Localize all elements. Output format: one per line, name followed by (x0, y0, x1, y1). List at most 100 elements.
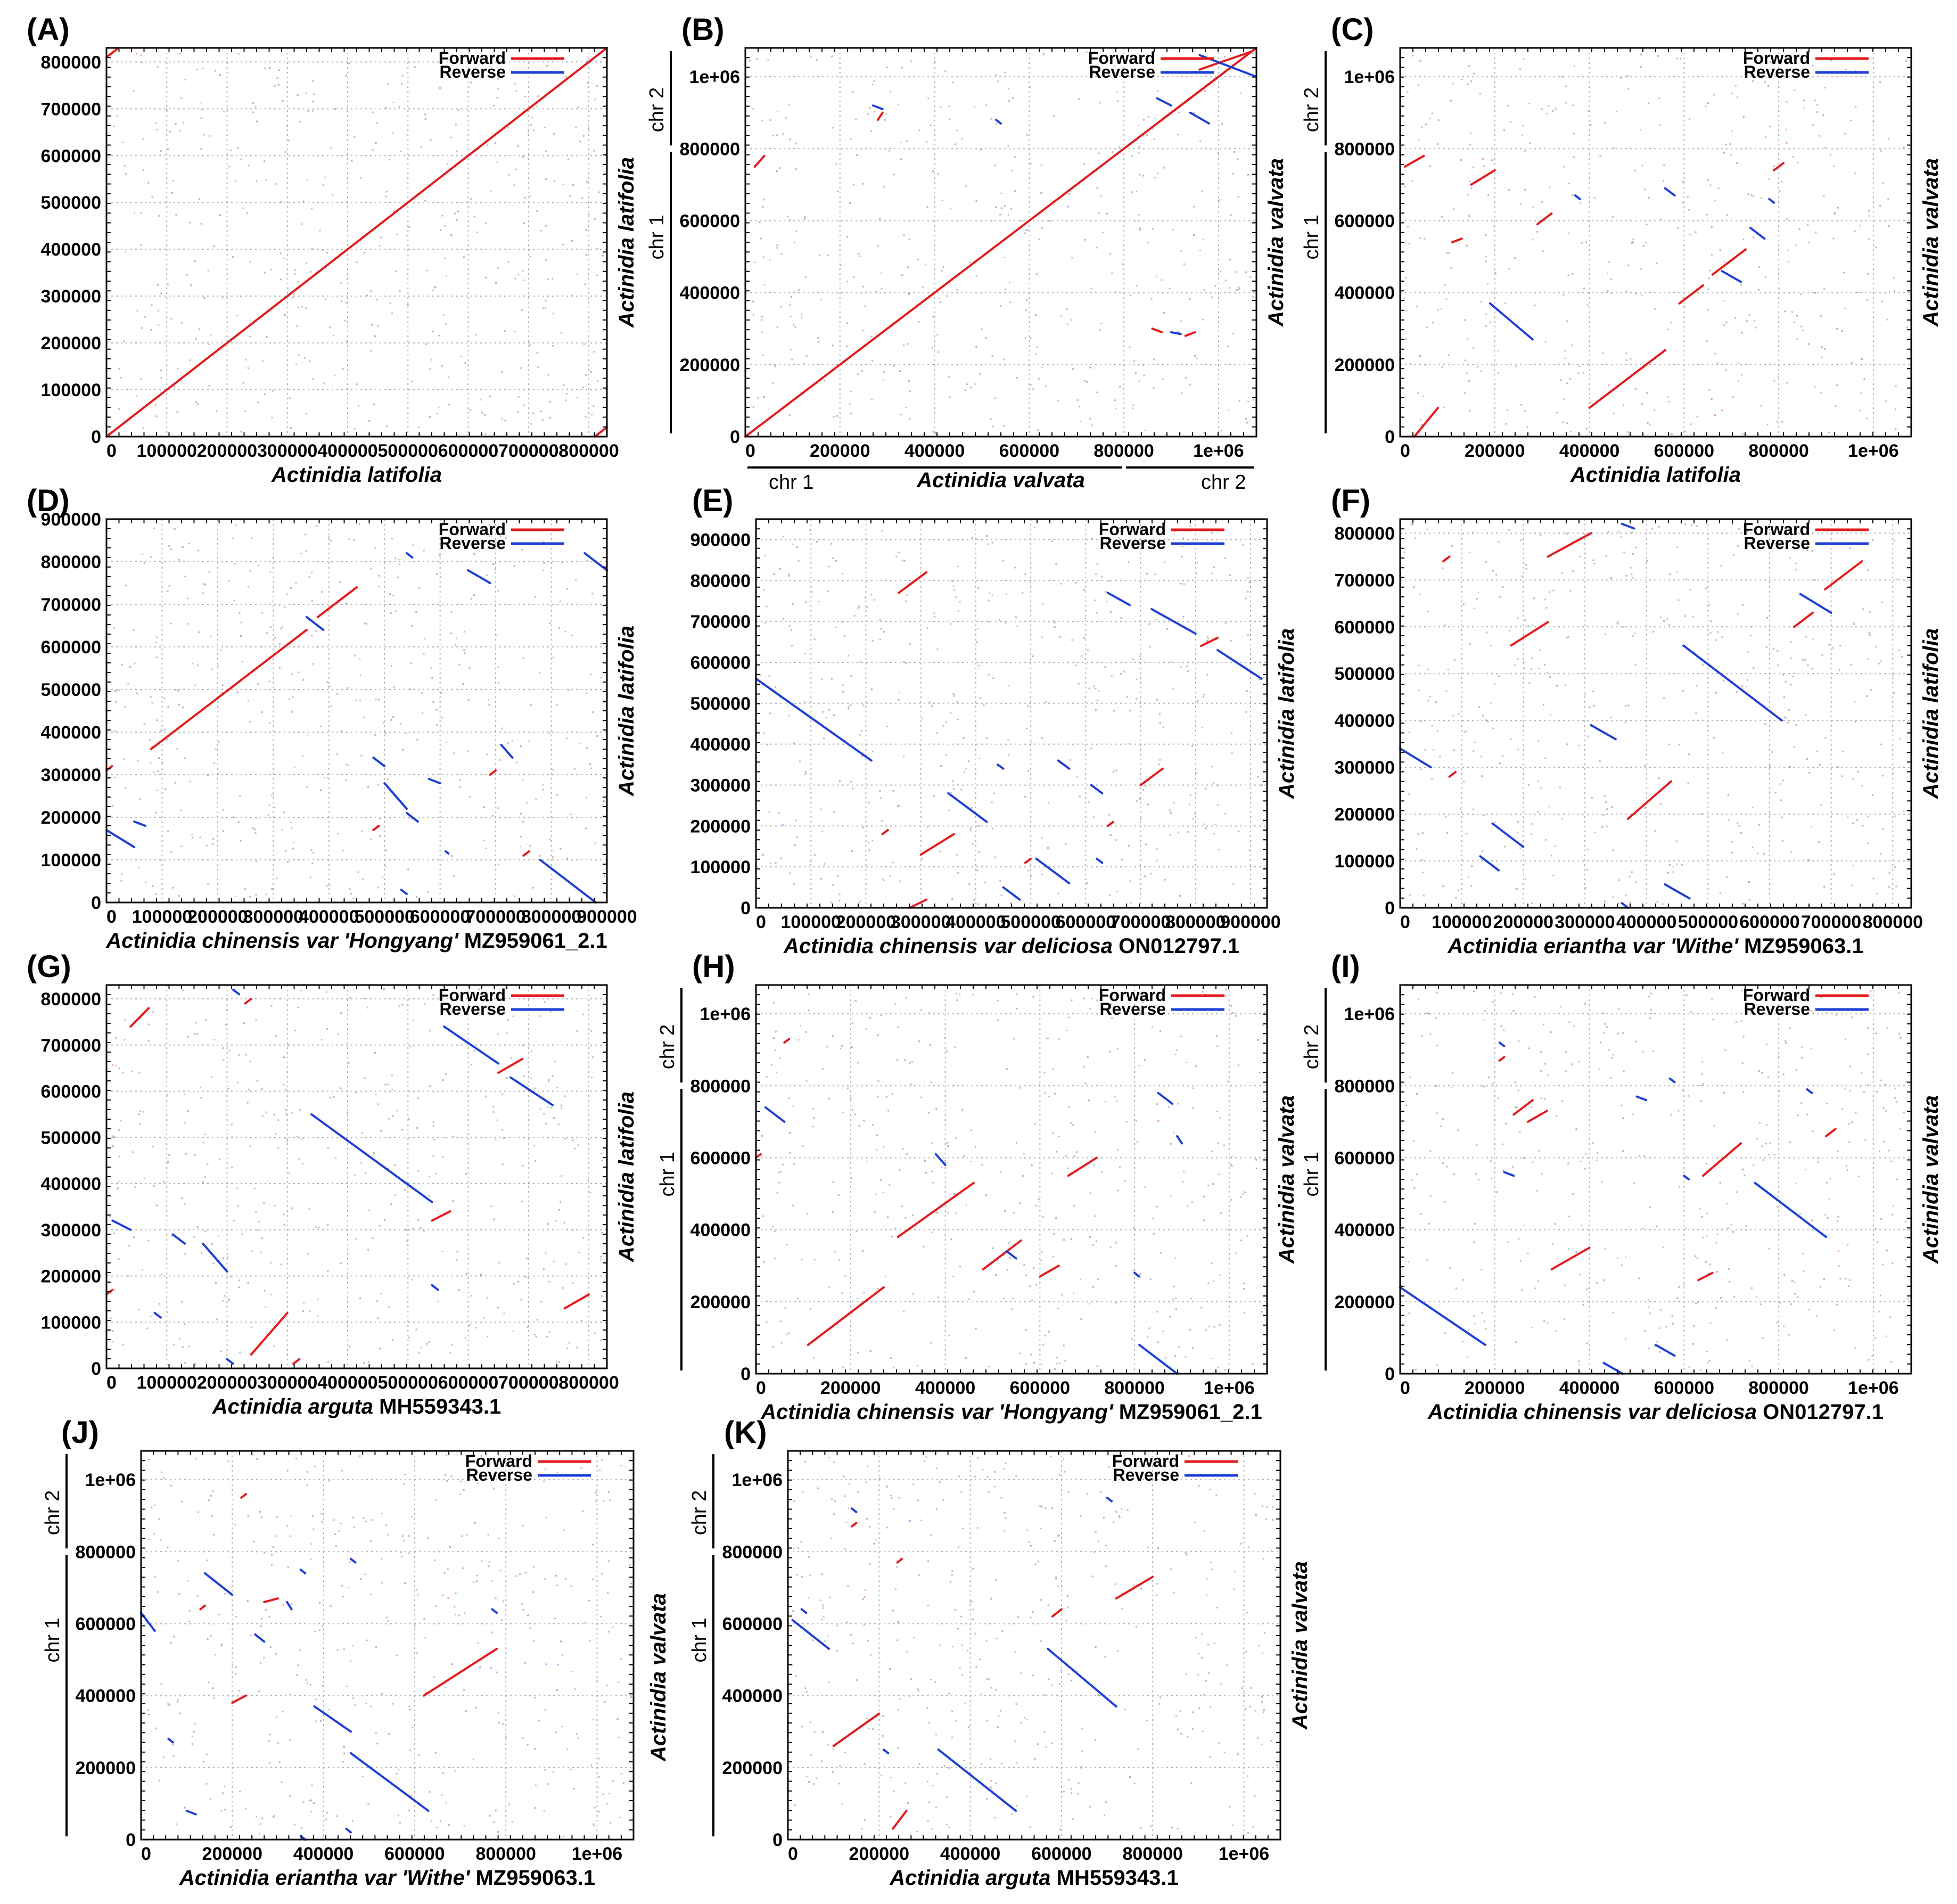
noise-dot (1035, 353, 1037, 355)
noise-dot (585, 229, 587, 231)
noise-dot (1041, 873, 1043, 875)
noise-dot (1684, 523, 1687, 526)
noise-dot (234, 180, 236, 183)
noise-dot (572, 1282, 574, 1284)
noise-dot (360, 1162, 362, 1164)
noise-dot (514, 277, 516, 280)
noise-dot (862, 704, 865, 707)
noise-dot (587, 560, 589, 562)
noise-dot (1100, 323, 1103, 325)
x-tick-label: 0 (756, 912, 766, 932)
noise-dot (922, 286, 924, 288)
noise-dot (1164, 879, 1166, 881)
noise-dot (955, 1193, 957, 1195)
noise-dot (852, 539, 854, 541)
noise-dot (1133, 1270, 1136, 1272)
noise-dot (934, 61, 936, 63)
noise-dot (1252, 53, 1254, 55)
noise-dot (209, 135, 211, 137)
noise-dot (345, 75, 347, 77)
noise-dot (207, 1163, 209, 1166)
noise-dot (910, 1084, 912, 1086)
noise-dot (1147, 242, 1149, 244)
noise-dot (1220, 270, 1222, 273)
noise-dot (155, 893, 157, 896)
noise-dot (1408, 732, 1410, 734)
noise-dot (252, 111, 254, 113)
noise-dot (752, 406, 754, 408)
noise-dot (1063, 1344, 1065, 1347)
noise-dot (1139, 798, 1141, 800)
noise-dot (591, 1076, 593, 1078)
noise-dot (1532, 239, 1534, 241)
noise-dot (1403, 551, 1405, 553)
noise-dot (1138, 214, 1140, 216)
noise-dot (227, 580, 229, 582)
noise-dot (307, 179, 309, 181)
noise-dot (396, 233, 398, 235)
noise-dot (451, 855, 453, 857)
noise-dot (776, 244, 778, 247)
noise-dot (866, 606, 868, 609)
noise-dot (1437, 143, 1439, 145)
noise-dot (216, 1318, 218, 1320)
noise-dot (1083, 163, 1086, 165)
noise-dot (396, 1110, 398, 1112)
noise-dot (1658, 526, 1660, 528)
noise-dot (1895, 885, 1897, 888)
noise-dot (1091, 538, 1093, 540)
noise-dot (575, 579, 577, 581)
noise-dot (887, 1110, 890, 1112)
x-tick-label: 200000 (197, 1373, 257, 1393)
y-tick-label: 300000 (41, 765, 101, 785)
noise-dot (1868, 210, 1870, 212)
noise-dot (524, 95, 526, 97)
noise-dot (832, 1211, 834, 1213)
noise-dot (1208, 1325, 1210, 1327)
noise-dot (489, 396, 491, 398)
noise-dot (880, 628, 882, 630)
noise-dot (1470, 80, 1472, 83)
noise-dot (1071, 639, 1073, 641)
noise-dot (1830, 60, 1832, 62)
noise-dot (1245, 711, 1247, 713)
noise-dot (999, 214, 1001, 216)
noise-dot (325, 991, 327, 993)
noise-dot (594, 1332, 596, 1334)
noise-dot (543, 1113, 545, 1115)
noise-dot (1696, 525, 1698, 527)
reverse-alignment (406, 812, 419, 823)
noise-dot (556, 704, 558, 706)
noise-dot (280, 201, 282, 203)
noise-dot (176, 411, 178, 413)
noise-dot (1550, 855, 1552, 857)
noise-dot (1818, 841, 1820, 843)
noise-dot (315, 1226, 317, 1228)
noise-dot (1821, 346, 1823, 348)
noise-dot (1682, 690, 1684, 692)
noise-dot (1199, 141, 1201, 143)
x-tick-label: 400000 (1559, 441, 1619, 461)
noise-dot (430, 139, 432, 141)
noise-dot (370, 350, 372, 352)
noise-dot (1224, 622, 1227, 624)
noise-dot (526, 1258, 528, 1260)
noise-dot (1230, 732, 1232, 734)
noise-dot (412, 1228, 414, 1230)
noise-dot (1473, 750, 1475, 752)
noise-dot (475, 334, 478, 336)
x-tick-label: 400000 (299, 907, 359, 927)
noise-dot (274, 637, 276, 639)
noise-dot (1263, 676, 1265, 678)
noise-dot (379, 835, 381, 837)
noise-dot (208, 571, 210, 573)
noise-dot (244, 411, 246, 413)
forward-alignment (1824, 560, 1863, 590)
noise-dot (1482, 850, 1484, 852)
noise-dot (831, 55, 833, 58)
noise-dot (842, 1111, 844, 1113)
noise-dot (813, 854, 816, 856)
noise-dot (439, 554, 441, 556)
noise-dot (186, 274, 188, 276)
noise-dot (138, 1071, 141, 1073)
